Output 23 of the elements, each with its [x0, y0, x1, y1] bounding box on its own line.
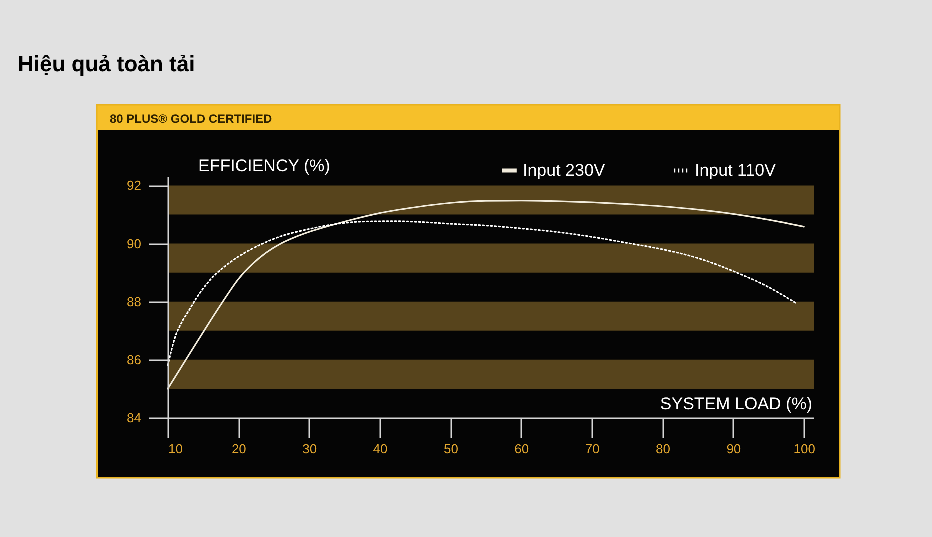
x-tick-label: 80 [656, 442, 670, 456]
chart-subtitle: 80 PLUS® GOLD CERTIFIED [110, 112, 273, 126]
y-axis-title: EFFICIENCY (%) [198, 156, 330, 176]
y-tick-label: 84 [127, 410, 142, 426]
x-tick-label: 40 [373, 442, 388, 456]
x-axis-title: SYSTEM LOAD (%) [660, 394, 812, 414]
x-tick-label: 100 [794, 442, 816, 456]
legend-label: Input 110V [695, 160, 777, 180]
x-tick-label: 70 [585, 442, 600, 456]
x-tick-label: 90 [726, 442, 742, 456]
y-tick-label: 86 [127, 352, 142, 368]
y-tick-label: 90 [127, 236, 142, 252]
x-tick-label: 20 [232, 442, 246, 456]
legend-label: Input 230V [523, 160, 606, 180]
x-tick-label: 50 [444, 442, 458, 456]
y-tick-label: 88 [127, 294, 142, 310]
line-series [167, 200, 805, 390]
y-tick-label: 92 [127, 178, 142, 194]
chart-title: Hiệu quả toàn tải [18, 51, 196, 76]
x-tick-label: 30 [302, 442, 318, 456]
line-series [167, 220, 798, 367]
x-tick-label: 60 [514, 442, 530, 456]
x-tick-label: 10 [168, 442, 183, 456]
